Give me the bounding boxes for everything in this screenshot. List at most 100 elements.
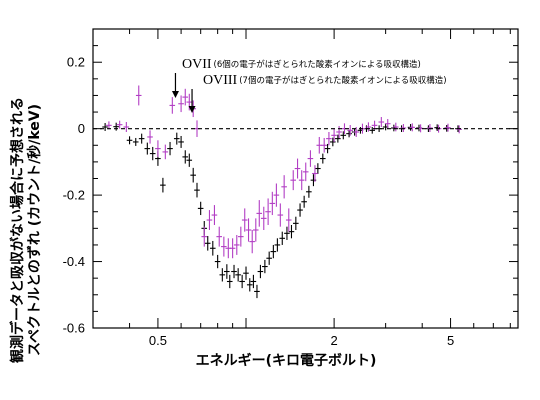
data-point bbox=[113, 122, 119, 131]
data-point bbox=[186, 93, 193, 111]
data-point bbox=[246, 278, 253, 292]
y-tick-label: -0.6 bbox=[63, 321, 85, 336]
data-point bbox=[197, 201, 204, 216]
data-point bbox=[256, 200, 263, 227]
data-point bbox=[237, 226, 244, 247]
data-point bbox=[214, 254, 221, 269]
data-point bbox=[265, 198, 271, 226]
data-point bbox=[239, 274, 245, 289]
data-point bbox=[307, 150, 314, 167]
data-point bbox=[273, 183, 280, 207]
data-point bbox=[190, 167, 196, 183]
data-point bbox=[290, 170, 297, 191]
data-point bbox=[206, 210, 213, 230]
y-axis-title-line2: スペクトルとのずれ (カウント/秒/keV) bbox=[26, 104, 43, 356]
ovii-note: (6個の電子がはぎとられた酸素イオンによる吸収構造) bbox=[214, 59, 421, 70]
y-tick-label: -0.2 bbox=[63, 188, 85, 203]
x-axis-title: エネルギー(キロ電子ボルト) bbox=[196, 352, 377, 369]
data-point bbox=[201, 226, 208, 247]
data-point bbox=[252, 218, 259, 242]
data-point bbox=[209, 240, 216, 256]
data-point bbox=[326, 131, 332, 146]
data-point bbox=[340, 131, 347, 140]
data-point bbox=[378, 117, 385, 128]
data-point bbox=[182, 150, 189, 164]
data-point bbox=[211, 205, 218, 226]
oviii-annotation: OVIII (7個の電子がはぎとられた酸素イオンによる吸収構造) bbox=[188, 73, 447, 113]
data-point bbox=[249, 229, 255, 254]
data-point bbox=[400, 124, 407, 132]
data-point bbox=[241, 208, 248, 232]
data-point bbox=[123, 122, 130, 132]
data-point bbox=[102, 123, 108, 131]
y-axis-title-line1: 観測データと吸収がない場合に予想される bbox=[9, 97, 26, 363]
data-point bbox=[160, 177, 166, 193]
data-series-layer bbox=[102, 85, 462, 299]
data-point bbox=[297, 203, 303, 217]
data-point bbox=[288, 225, 295, 239]
data-point bbox=[427, 124, 433, 132]
data-point bbox=[235, 268, 241, 282]
data-point bbox=[169, 97, 176, 114]
data-point bbox=[306, 185, 312, 198]
y-tick-label: -0.4 bbox=[63, 254, 85, 269]
data-point bbox=[369, 127, 376, 134]
x-tick-label: 2 bbox=[330, 333, 337, 348]
data-point bbox=[126, 136, 133, 145]
data-point bbox=[243, 266, 249, 280]
data-point bbox=[186, 153, 193, 167]
data-point bbox=[178, 95, 184, 113]
data-point bbox=[293, 216, 299, 230]
data-point bbox=[353, 127, 359, 137]
y-axis-title: 観測データと吸収がない場合に予想される スペクトルとのずれ (カウント/秒/ke… bbox=[9, 97, 43, 363]
data-point bbox=[284, 226, 290, 240]
data-point bbox=[365, 122, 372, 132]
data-point bbox=[155, 140, 161, 157]
data-point bbox=[116, 120, 123, 129]
data-point bbox=[221, 236, 227, 257]
data-point bbox=[204, 235, 211, 251]
axis-ticks bbox=[92, 28, 518, 329]
data-point bbox=[270, 244, 277, 259]
data-point bbox=[269, 191, 276, 216]
data-point bbox=[182, 88, 189, 106]
data-point bbox=[330, 137, 336, 147]
data-point bbox=[331, 128, 337, 142]
data-point bbox=[229, 238, 236, 259]
data-point bbox=[262, 259, 268, 274]
data-point bbox=[233, 234, 240, 255]
data-point bbox=[294, 158, 301, 179]
data-point bbox=[149, 146, 156, 161]
data-point bbox=[285, 208, 292, 232]
data-point bbox=[254, 284, 260, 299]
ovii-annotation: OVII (6個の電子がはぎとられた酸素イオンによる吸収構造) bbox=[171, 57, 421, 98]
data-point bbox=[302, 162, 309, 182]
data-point bbox=[321, 137, 327, 153]
data-point bbox=[346, 129, 352, 138]
data-point bbox=[132, 137, 139, 146]
data-point bbox=[178, 135, 184, 148]
data-point bbox=[335, 134, 341, 143]
y-tick-label: 0 bbox=[78, 121, 85, 136]
data-point bbox=[281, 175, 287, 199]
data-point bbox=[138, 133, 145, 144]
data-point bbox=[250, 274, 257, 289]
oviii-label: OVIII bbox=[203, 73, 238, 88]
data-point bbox=[336, 126, 342, 138]
data-point bbox=[315, 163, 321, 174]
series-2 bbox=[106, 85, 462, 259]
data-point bbox=[226, 274, 233, 289]
data-point bbox=[173, 132, 180, 145]
data-point bbox=[319, 153, 326, 164]
axis-tick-labels: 0.2 0 -0.2 -0.4 -0.6 0.5 2 5 bbox=[63, 55, 455, 348]
data-point bbox=[216, 226, 222, 247]
data-point bbox=[384, 119, 391, 129]
data-point bbox=[266, 251, 272, 265]
data-point bbox=[167, 141, 173, 156]
data-point bbox=[135, 85, 142, 106]
line-annotations: OVII (6個の電子がはぎとられた酸素イオンによる吸収構造)OVIII (7個の電… bbox=[171, 57, 447, 113]
data-point bbox=[274, 238, 281, 252]
data-point bbox=[219, 268, 226, 282]
data-point bbox=[257, 264, 264, 279]
data-point bbox=[277, 203, 284, 227]
